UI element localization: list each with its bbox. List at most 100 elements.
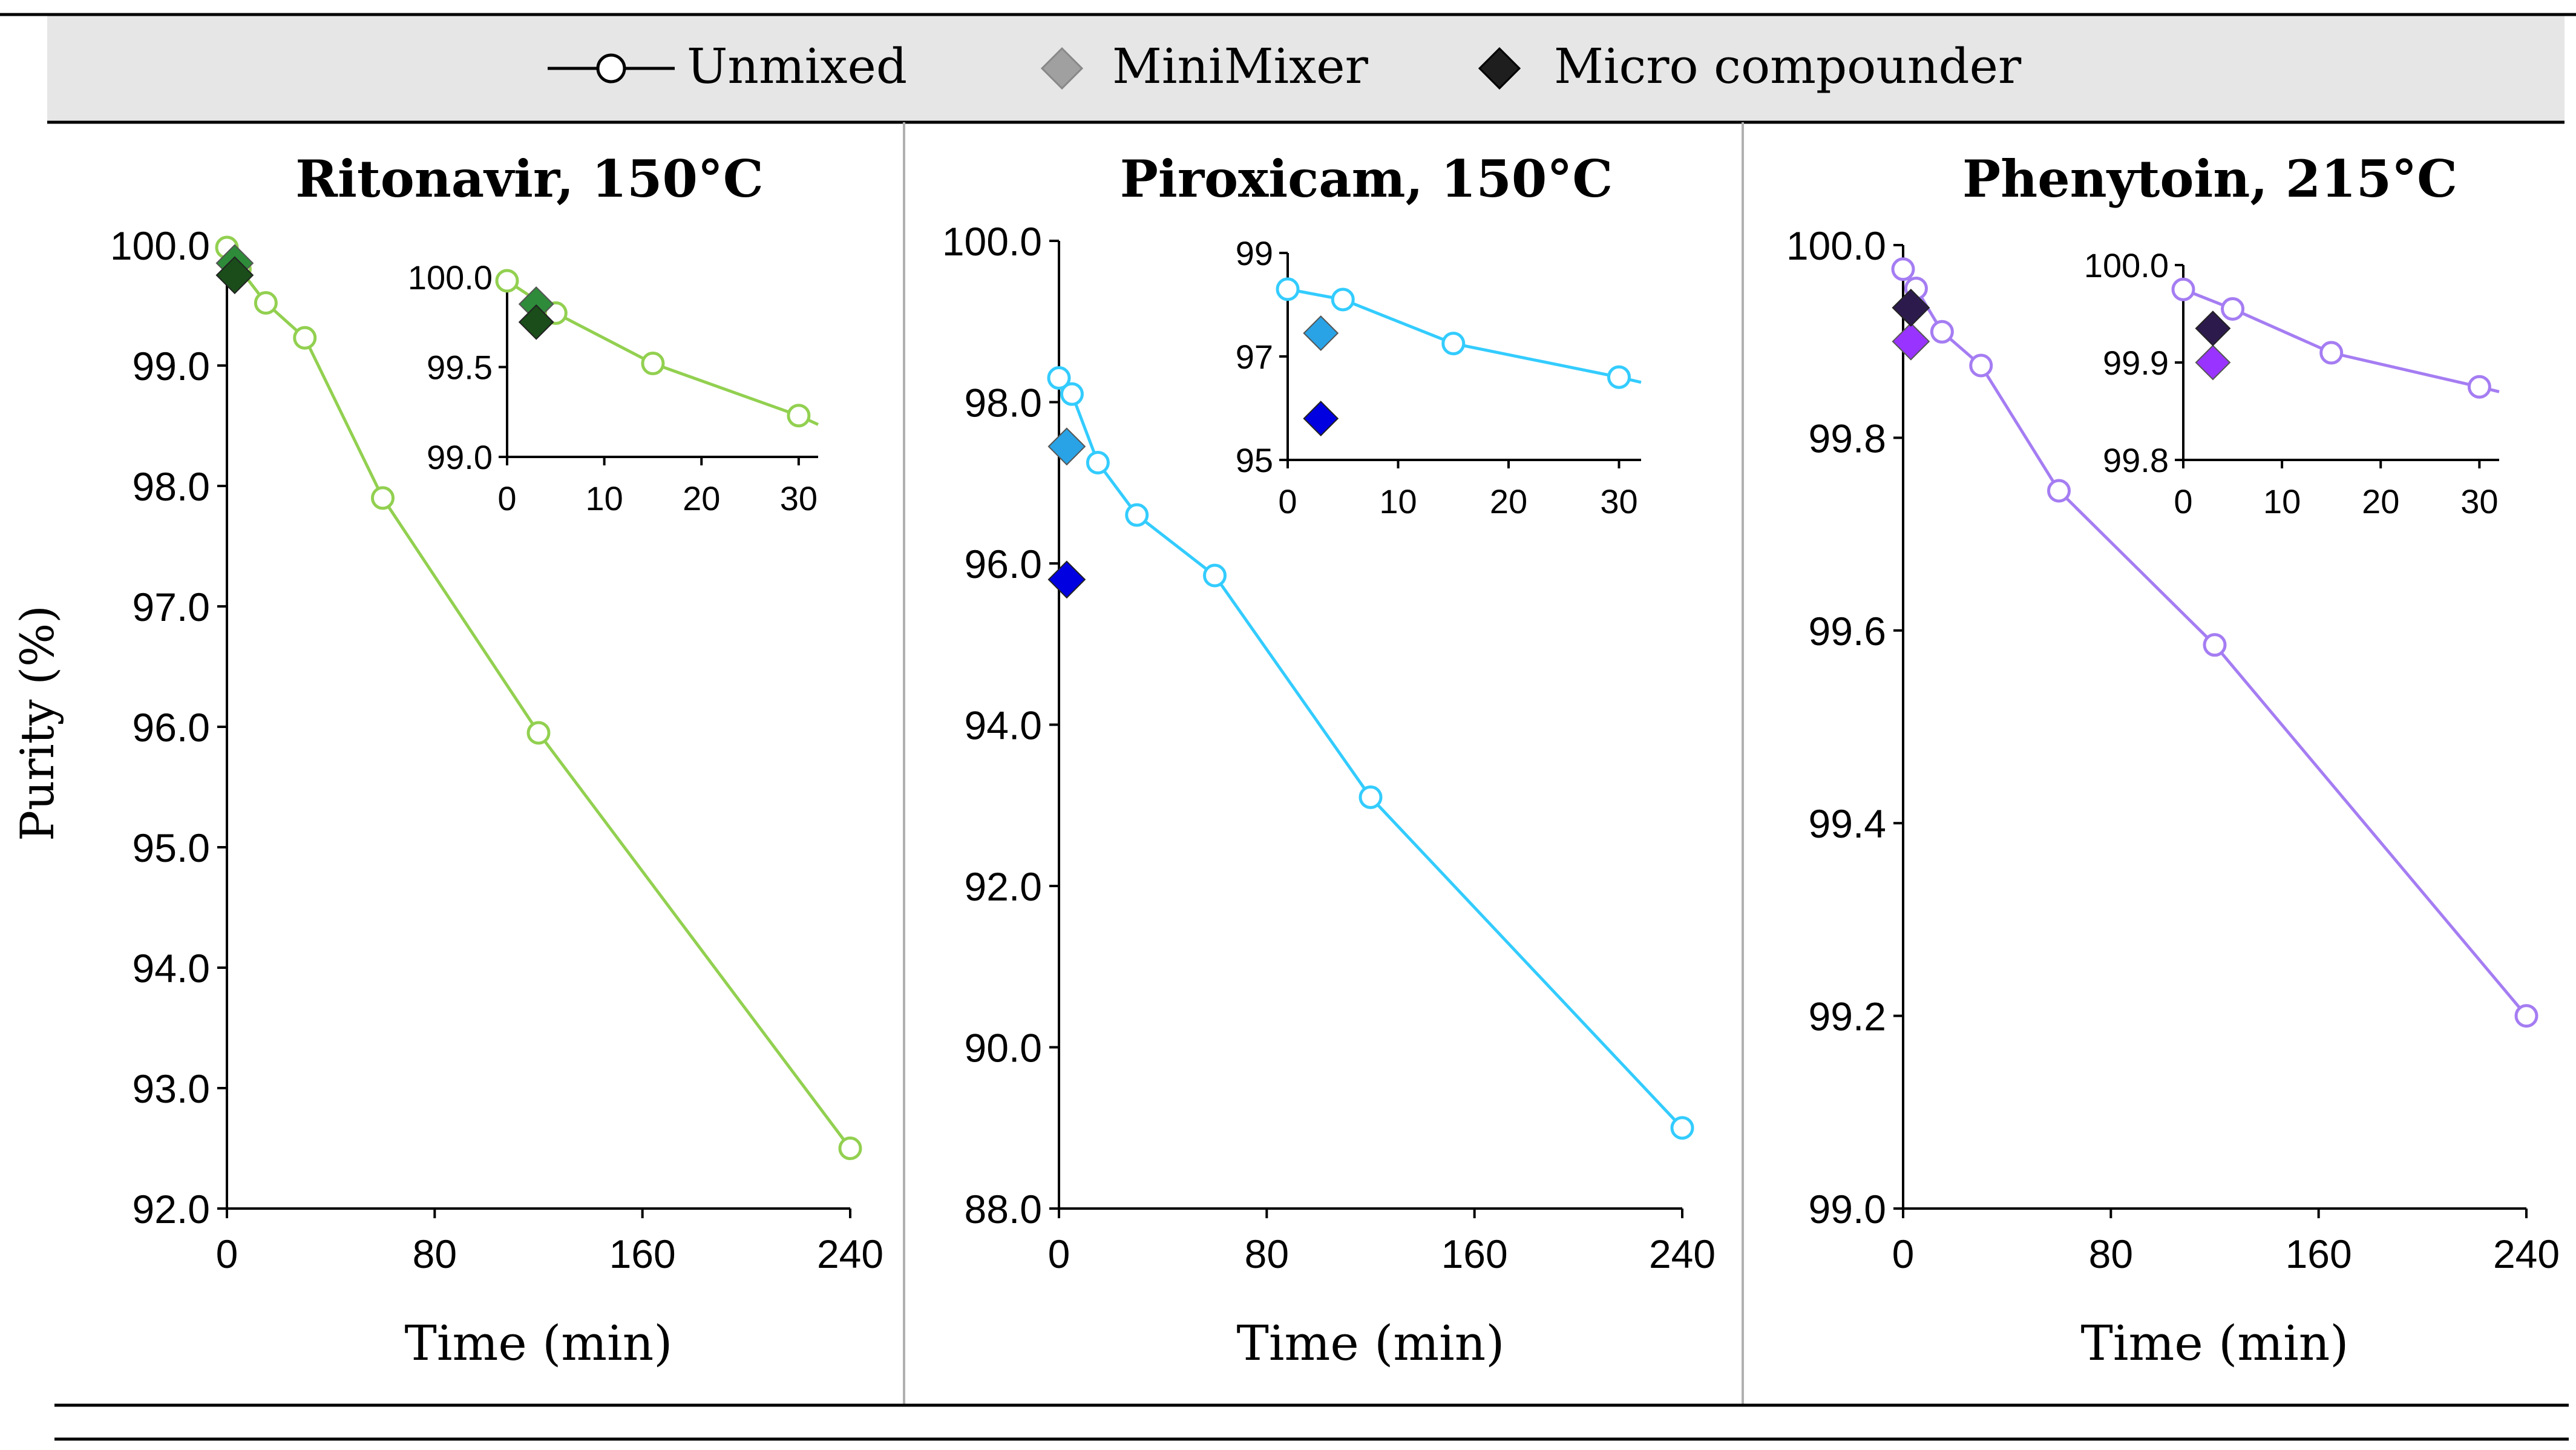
y-tick-label: 96.0 xyxy=(133,705,210,750)
inset-chart: 99.0 99.5 100.0 0 10 20 30 xyxy=(408,258,819,517)
y-tick-label: 96.0 xyxy=(965,542,1042,586)
y-tick-label: 94.0 xyxy=(133,946,210,991)
inset-point-unmixed xyxy=(1607,365,1631,389)
x-tick-label: 160 xyxy=(609,1232,676,1276)
point-micro-compounder xyxy=(1047,560,1086,599)
x-tick-label: 240 xyxy=(1649,1232,1716,1276)
x-tick-label: 240 xyxy=(817,1232,883,1276)
point-unmixed xyxy=(293,326,317,350)
point-unmixed xyxy=(1891,257,1915,281)
point-unmixed xyxy=(2203,633,2227,657)
chart-panel-1: Ritonavir, 150°C 92.0 93.0 94.0 95.0 96.0 97.0… xyxy=(110,149,883,1371)
point-unmixed xyxy=(1969,353,1993,378)
point-unmixed xyxy=(1358,785,1383,809)
x-tick-label: 0 xyxy=(1892,1232,1915,1276)
y-axis-label: Purity (%) xyxy=(10,605,64,841)
inset-y-tick-label: 99.8 xyxy=(2103,441,2169,479)
x-tick-label: 240 xyxy=(2493,1232,2560,1276)
inset-x-tick-label: 0 xyxy=(497,479,516,517)
inset-x-tick-label: 0 xyxy=(1278,482,1297,520)
inset-x-tick-label: 30 xyxy=(2460,482,2498,520)
point-unmixed xyxy=(1125,503,1149,527)
x-axis-label: Time (min) xyxy=(2081,1315,2349,1371)
panels: Ritonavir, 150°C 92.0 93.0 94.0 95.0 96.0 97.0… xyxy=(110,149,2560,1371)
inset-point-unmixed xyxy=(2467,375,2491,399)
x-axis-label: Time (min) xyxy=(1237,1315,1505,1371)
inset-point-unmixed xyxy=(1441,332,1466,356)
inset-point-unmixed xyxy=(495,269,519,293)
y-tick-label: 92.0 xyxy=(133,1187,210,1232)
point-unmixed xyxy=(2047,479,2071,503)
point-unmixed xyxy=(371,486,395,510)
inset-point-unmixed xyxy=(2171,277,2195,301)
inset-x-tick-label: 10 xyxy=(585,479,623,517)
point-unmixed xyxy=(2514,1004,2538,1028)
x-tick-label: 0 xyxy=(1048,1232,1070,1276)
y-tick-label: 100.0 xyxy=(1786,223,1886,268)
inset-y-tick-label: 99.9 xyxy=(2103,344,2169,382)
point-minimixer xyxy=(1047,427,1086,466)
x-axis-label: Time (min) xyxy=(405,1315,673,1371)
y-tick-label: 100.0 xyxy=(110,223,210,268)
point-micro-compounder xyxy=(1892,289,1930,327)
y-tick-label: 99.4 xyxy=(1809,801,1886,846)
inset-point-unmixed xyxy=(1276,277,1300,301)
legend-band xyxy=(47,15,2565,122)
series-line-unmixed xyxy=(225,246,851,1150)
point-unmixed xyxy=(1203,563,1227,588)
inset-chart: 95 97 99 0 10 20 30 xyxy=(1236,234,1642,520)
chart-title: Ritonavir, 150°C xyxy=(295,149,764,209)
chart-title: Phenytoin, 215°C xyxy=(1962,149,2457,209)
y-tick-label: 99.2 xyxy=(1809,994,1886,1039)
point-unmixed xyxy=(526,721,551,745)
inset-point-micro-compounder xyxy=(1303,401,1339,437)
legend-item-unmixed: Unmixed xyxy=(548,38,907,94)
x-tick-label: 0 xyxy=(216,1232,238,1276)
x-tick-label: 160 xyxy=(2286,1232,2352,1276)
inset-x-tick-label: 20 xyxy=(2362,482,2399,520)
inset-x-tick-label: 10 xyxy=(2263,482,2301,520)
inset-y-tick-label: 100.0 xyxy=(408,258,493,297)
y-tick-label: 90.0 xyxy=(965,1026,1042,1071)
legend: Unmixed MiniMixer Micro compounder xyxy=(548,38,2022,94)
x-tick-label: 160 xyxy=(1441,1232,1508,1276)
x-tick-label: 80 xyxy=(1245,1232,1289,1276)
point-unmixed xyxy=(1930,320,1954,344)
x-tick-label: 80 xyxy=(2089,1232,2133,1276)
series-line-unmixed xyxy=(1058,376,1683,1129)
point-minimixer xyxy=(1892,322,1930,361)
legend-label-minimixer: MiniMixer xyxy=(1112,38,1369,94)
inset-y-tick-label: 99 xyxy=(1236,234,1273,272)
y-tick-label: 92.0 xyxy=(965,864,1042,909)
y-tick-label: 93.0 xyxy=(133,1066,210,1111)
inset-y-tick-label: 95 xyxy=(1236,441,1273,479)
legend-item-minimixer: MiniMixer xyxy=(1040,38,1369,94)
inset-point-unmixed xyxy=(641,352,665,376)
inset-x-tick-label: 20 xyxy=(683,479,720,517)
inset-point-unmixed xyxy=(2319,341,2344,365)
inset-point-minimixer xyxy=(1303,315,1339,351)
inset-x-tick-label: 20 xyxy=(1490,482,1527,520)
chart-panel-2: Piroxicam, 150°C 88.0 90.0 92.0 94.0 96.0 98.0… xyxy=(942,149,1716,1371)
chart-title: Piroxicam, 150°C xyxy=(1120,149,1613,209)
inset-y-tick-label: 99.0 xyxy=(427,438,493,476)
inset-x-tick-label: 0 xyxy=(2174,482,2192,520)
y-tick-label: 88.0 xyxy=(965,1187,1042,1232)
y-tick-label: 99.0 xyxy=(133,344,210,389)
y-tick-label: 97.0 xyxy=(133,585,210,629)
point-unmixed xyxy=(838,1137,862,1160)
inset-point-unmixed xyxy=(787,404,811,428)
inset-x-tick-label: 30 xyxy=(780,479,818,517)
legend-item-micro: Micro compounder xyxy=(1478,38,2022,94)
inset-chart: 99.8 99.9 100.0 0 10 20 30 xyxy=(2084,246,2500,520)
y-tick-label: 99.6 xyxy=(1809,609,1886,654)
inset-y-tick-label: 100.0 xyxy=(2084,246,2169,284)
inset-y-tick-label: 97 xyxy=(1236,338,1273,376)
y-tick-label: 99.0 xyxy=(1809,1187,1886,1232)
y-tick-label: 98.0 xyxy=(133,464,210,509)
inset-y-tick-label: 99.5 xyxy=(427,349,493,387)
inset-x-tick-label: 30 xyxy=(1600,482,1637,520)
point-unmixed xyxy=(1047,366,1071,390)
inset-point-micro-compounder xyxy=(518,304,554,340)
